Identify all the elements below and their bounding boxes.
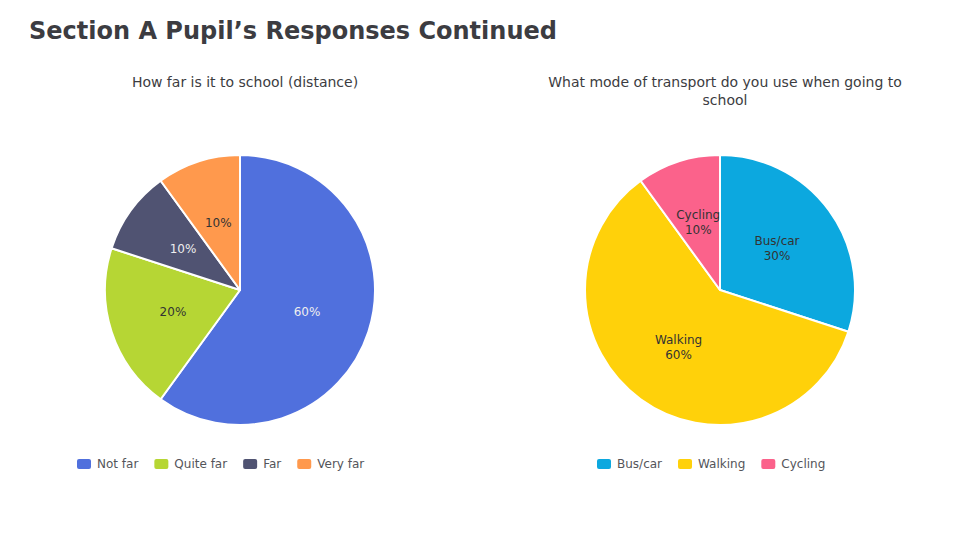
svg-text:30%: 30%: [764, 249, 791, 263]
svg-text:Cycling: Cycling: [676, 208, 720, 222]
svg-text:Very far: Very far: [317, 457, 364, 471]
svg-text:10%: 10%: [205, 216, 232, 230]
svg-text:Bus/car: Bus/car: [617, 457, 662, 471]
svg-text:Quite far: Quite far: [174, 457, 227, 471]
svg-text:Bus/car: Bus/car: [755, 234, 800, 248]
svg-text:Walking: Walking: [698, 457, 745, 471]
svg-text:What mode of transport do you: What mode of transport do you use when g…: [548, 74, 902, 90]
svg-text:10%: 10%: [170, 242, 197, 256]
svg-text:Cycling: Cycling: [781, 457, 825, 471]
svg-text:Not far: Not far: [97, 457, 138, 471]
svg-text:Far: Far: [263, 457, 281, 471]
svg-text:60%: 60%: [665, 348, 692, 362]
svg-text:60%: 60%: [294, 305, 321, 319]
svg-text:school: school: [703, 92, 748, 108]
svg-text:How far is it to school (dista: How far is it to school (distance): [132, 74, 358, 90]
svg-text:Section A Pupil’s Responses Co: Section A Pupil’s Responses Continued: [29, 17, 557, 45]
svg-text:Walking: Walking: [655, 333, 702, 347]
svg-text:20%: 20%: [160, 305, 187, 319]
svg-text:10%: 10%: [685, 223, 712, 237]
